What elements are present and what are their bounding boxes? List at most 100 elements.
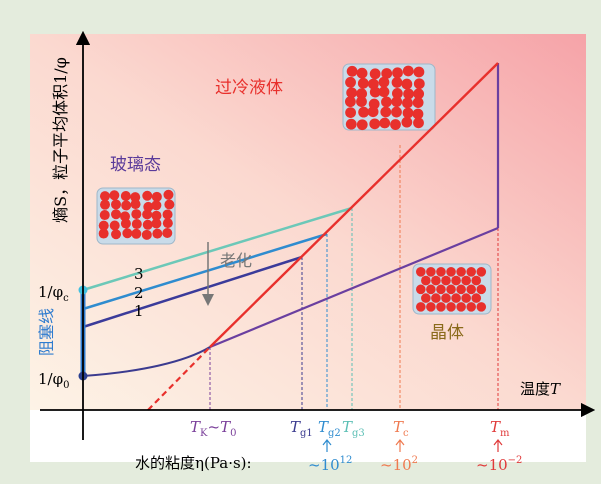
- particle: [346, 119, 357, 130]
- particle: [142, 209, 152, 219]
- y-axis-label: 熵S，粒子平均体积1/φ: [51, 57, 70, 223]
- particle: [110, 221, 120, 231]
- particle: [476, 285, 486, 295]
- particle: [163, 190, 173, 200]
- particle: [163, 218, 173, 228]
- particle: [131, 229, 141, 239]
- particle: [100, 200, 110, 210]
- particle: [436, 267, 446, 277]
- particle: [99, 229, 109, 239]
- particle: [358, 107, 369, 118]
- particle: [151, 219, 161, 229]
- particle: [466, 302, 476, 312]
- particle: [441, 276, 451, 286]
- particle: [401, 117, 412, 128]
- liquid-label: 过冷液体: [215, 78, 283, 98]
- particle: [436, 302, 446, 312]
- particle: [357, 119, 368, 130]
- particle: [379, 86, 390, 97]
- particle: [413, 117, 424, 128]
- y-mark-sub: 0: [63, 380, 69, 391]
- particle: [121, 200, 131, 210]
- particle: [142, 191, 152, 201]
- viscosity-base: ~10: [476, 456, 508, 474]
- particle: [471, 276, 481, 286]
- particle: [368, 106, 379, 117]
- jamming-label: 阻塞线: [37, 308, 56, 356]
- particle: [446, 267, 456, 277]
- particle: [466, 285, 476, 295]
- particle: [347, 66, 358, 77]
- x-mark: TK~T0: [190, 418, 236, 439]
- particle: [121, 191, 131, 201]
- particle: [111, 199, 121, 209]
- particle: [426, 285, 436, 295]
- x-mark-sub: g3: [352, 428, 365, 439]
- particle: [414, 78, 425, 89]
- particle: [391, 107, 402, 118]
- particle: [357, 68, 368, 79]
- particle: [441, 293, 451, 303]
- viscosity-base: ~10: [380, 456, 412, 474]
- particle: [421, 293, 431, 303]
- x-label-symbol: T: [550, 380, 561, 398]
- particle: [451, 293, 461, 303]
- particle: [446, 302, 456, 312]
- figure: 温度T 熵S，粒子平均体积1/φ 阻塞线 过冷液体 玻璃态 晶体 老化 1 2 …: [0, 0, 601, 484]
- particle: [416, 267, 426, 277]
- particle: [162, 228, 172, 238]
- viscosity-label: 水的粘度η(Pa·s):: [135, 454, 252, 472]
- particle: [416, 285, 426, 295]
- particle: [461, 293, 471, 303]
- viscosity-exp: −2: [508, 455, 523, 466]
- viscosity-exp: 12: [340, 455, 353, 466]
- particle: [121, 219, 131, 229]
- particle: [345, 96, 356, 107]
- particle: [476, 267, 486, 277]
- particle: [379, 118, 390, 129]
- crystal-label: 晶体: [430, 323, 464, 343]
- x-mark-tail: ~T: [208, 418, 232, 436]
- particle: [421, 276, 431, 286]
- particle: [466, 267, 476, 277]
- x-mark-sub: m: [500, 428, 510, 439]
- viscosity-base: ~10: [308, 456, 340, 474]
- particle: [414, 67, 425, 78]
- particle: [431, 276, 441, 286]
- particle: [142, 230, 152, 240]
- particle: [401, 79, 412, 90]
- x-axis-label: 温度T: [520, 380, 561, 398]
- particle: [403, 66, 414, 77]
- particle: [391, 96, 402, 107]
- y-mark-symbol: 1/φ: [38, 370, 63, 388]
- particle: [456, 302, 466, 312]
- y-mark-sub: c: [63, 293, 69, 304]
- x-mark-tail-sub: 0: [230, 428, 236, 439]
- line-label: 1: [134, 302, 144, 320]
- particle: [151, 200, 161, 210]
- particle: [426, 302, 436, 312]
- particle: [390, 119, 401, 130]
- particle: [132, 219, 142, 229]
- viscosity-exp: 2: [412, 455, 418, 466]
- particle: [456, 267, 466, 277]
- particle: [143, 220, 153, 230]
- x-label-text: 温度: [520, 380, 550, 398]
- particle: [451, 276, 461, 286]
- particle: [380, 107, 391, 118]
- particle: [456, 285, 466, 295]
- particle: [163, 209, 173, 219]
- particle: [356, 96, 367, 107]
- particle: [461, 276, 471, 286]
- particle: [358, 78, 369, 89]
- particle: [436, 285, 446, 295]
- particle: [379, 77, 390, 88]
- y-mark-symbol: 1/φ: [38, 283, 63, 301]
- particle: [392, 67, 403, 78]
- particle: [131, 199, 141, 209]
- particle: [413, 97, 424, 108]
- particle: [164, 200, 174, 210]
- particle: [122, 228, 132, 238]
- particle: [426, 267, 436, 277]
- x-mark-sub: c: [403, 428, 409, 439]
